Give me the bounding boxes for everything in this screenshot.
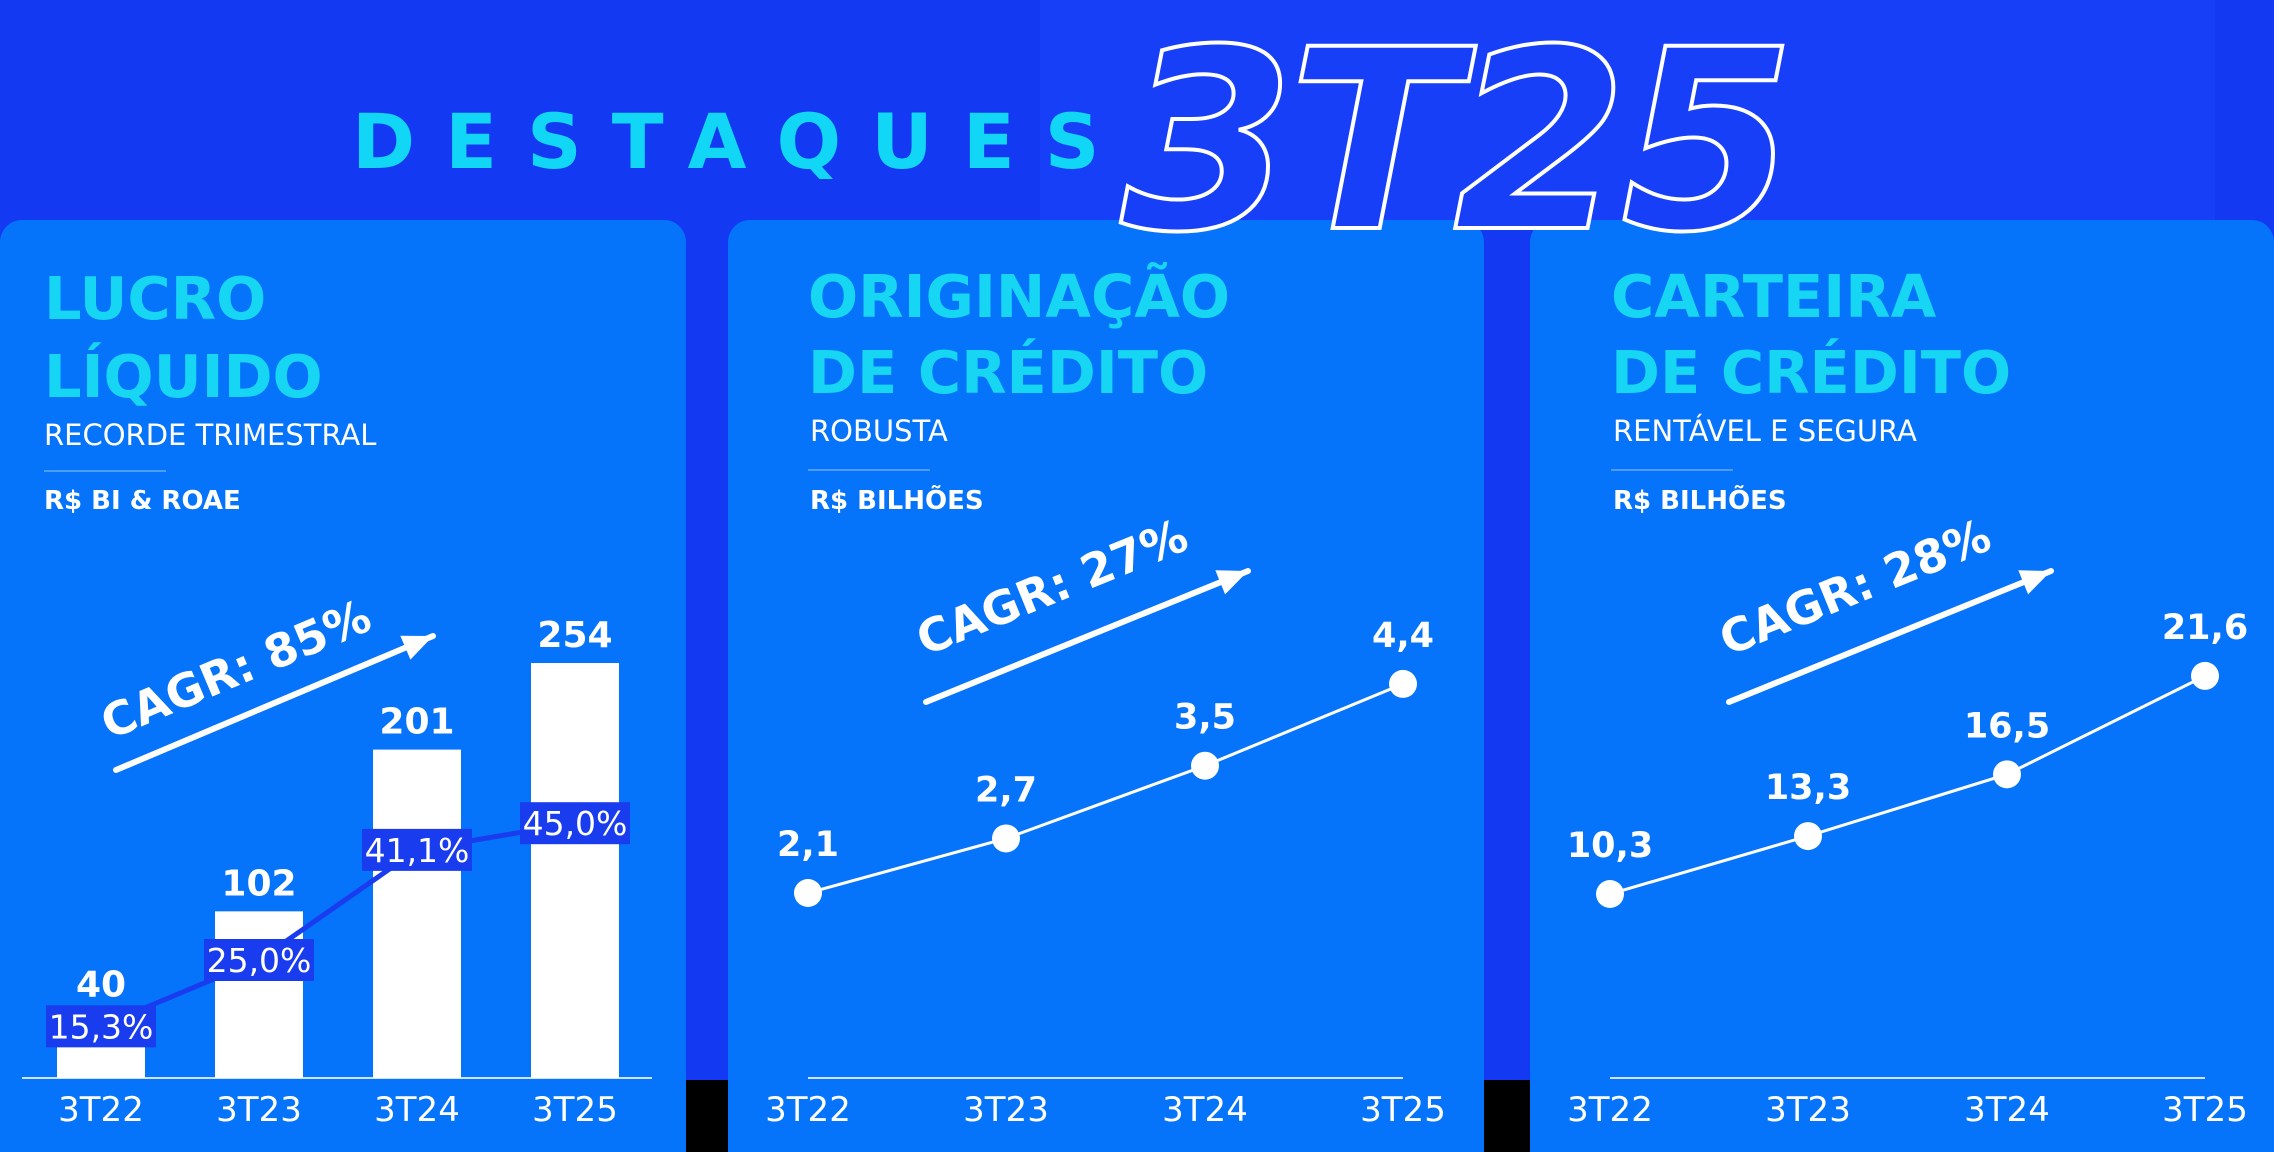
cagr-arrow-line (923, 568, 1251, 705)
data-label: 4,4 (1372, 616, 1434, 656)
data-label: 2,1 (777, 825, 839, 865)
x-tick-label: 3T24 (1162, 1090, 1248, 1130)
bar (531, 663, 619, 1078)
data-label: 21,6 (2162, 608, 2248, 648)
data-label: 10,3 (1567, 826, 1653, 866)
x-tick-label: 3T23 (216, 1090, 302, 1130)
cagr-arrow-line (1726, 568, 2054, 705)
bar-value-label: 254 (537, 615, 612, 656)
series-line (1609, 674, 2206, 896)
roae-value-label: 41,1% (365, 831, 470, 870)
cagr-label: CAGR: 28% (1712, 508, 1998, 666)
data-point (1794, 822, 1822, 851)
data-label: 16,5 (1964, 706, 2050, 746)
panel-divider (1611, 469, 1733, 471)
roae-label-box (204, 939, 314, 981)
cagr-arrowhead (400, 635, 433, 660)
x-tick-label: 3T22 (765, 1090, 851, 1130)
x-tick-label: 3T24 (1964, 1090, 2050, 1130)
roae-value-label: 15,3% (49, 1007, 154, 1046)
bar-value-label: 102 (221, 863, 296, 904)
panel-title-line1: CARTEIRA (1611, 262, 1937, 331)
roae-label-box (46, 1005, 156, 1048)
cagr-label: CAGR: 85% (93, 589, 378, 750)
roae-value-label: 25,0% (207, 941, 312, 980)
bar (373, 749, 461, 1078)
cagr-arrowhead (2018, 570, 2051, 595)
x-tick-label: 3T23 (963, 1090, 1049, 1130)
x-tick-label: 3T25 (532, 1090, 618, 1130)
bar-value-label: 40 (76, 965, 126, 1006)
data-point (1389, 669, 1417, 698)
roae-label-box (362, 828, 472, 871)
panel-subtitle: RENTÁVEL E SEGURA (1613, 414, 1917, 448)
panel-unit: R$ BILHÕES (1613, 486, 1787, 516)
x-tick-label: 3T25 (2162, 1090, 2248, 1130)
roae-label-box (520, 802, 630, 845)
panel-unit: R$ BILHÕES (810, 486, 984, 516)
panel-divider (44, 470, 166, 472)
panel-title-line1: ORIGINAÇÃO (808, 262, 1231, 331)
data-label: 3,5 (1174, 698, 1236, 738)
series-line (807, 682, 1404, 895)
data-point (1596, 880, 1624, 908)
panel-credit-origination (728, 220, 1484, 1152)
panel-title-line2: DE CRÉDITO (808, 338, 1209, 407)
panel-subtitle: RECORDE TRIMESTRAL (44, 418, 377, 452)
roae-line (100, 820, 576, 1029)
panel-title-line2: DE CRÉDITO (1611, 338, 2012, 407)
cagr-label: CAGR: 27% (909, 508, 1195, 666)
x-tick-label: 3T24 (374, 1090, 460, 1130)
x-tick-label: 3T22 (1567, 1090, 1653, 1130)
header-band (1040, 0, 2215, 230)
data-label: 2,7 (975, 770, 1037, 810)
bar-value-label: 201 (379, 702, 454, 743)
panel-credit-portfolio (1530, 220, 2274, 1152)
cagr-arrowhead (1215, 570, 1248, 595)
period-title: 3T25 (1119, 0, 1797, 250)
x-tick-label: 3T25 (1360, 1090, 1446, 1130)
data-point (2191, 661, 2219, 690)
data-point (1993, 760, 2021, 789)
roae-value-label: 45,0% (523, 804, 628, 843)
panel-subtitle: ROBUSTA (810, 414, 948, 448)
data-label: 13,3 (1765, 768, 1851, 808)
cagr-arrow-line (113, 633, 436, 773)
period-title-text: 3T25 (1121, 0, 1789, 250)
data-point (992, 824, 1020, 853)
panel-divider (808, 469, 930, 471)
panel-title-line2: LÍQUIDO (44, 342, 323, 411)
data-point (1191, 751, 1219, 780)
data-point (794, 879, 822, 907)
header-word: DESTAQUES (352, 97, 1130, 186)
x-tick-label: 3T23 (1765, 1090, 1851, 1130)
x-tick-label: 3T22 (58, 1090, 144, 1130)
panel-unit: R$ BI & ROAE (44, 486, 241, 516)
panel-title-line1: LUCRO (44, 264, 267, 333)
